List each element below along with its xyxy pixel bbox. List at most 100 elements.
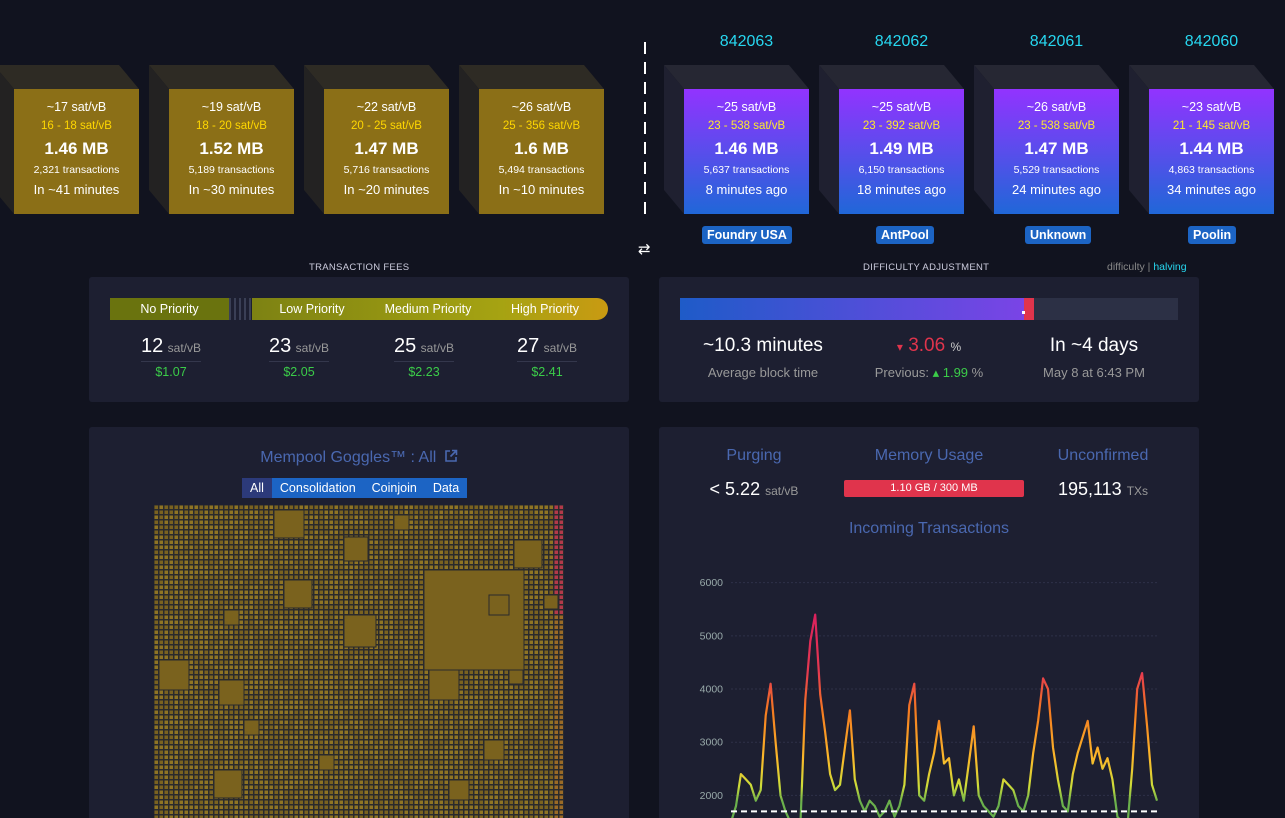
link-separator: | — [1147, 261, 1151, 273]
block-tx-count: 5,716 transactions — [343, 164, 430, 176]
difficulty-progress-marker — [1023, 298, 1034, 320]
difficulty-link[interactable]: difficulty — [1107, 261, 1145, 273]
block-fee-range: 21 - 145 sat/vB — [1172, 120, 1251, 132]
mining-pool-badge[interactable]: Poolin — [1188, 226, 1237, 244]
medium-priority-label: Medium Priority — [384, 302, 472, 316]
block-face: ~17 sat/vB 16 - 18 sat/vB 1.46 MB 2,321 tra… — [14, 89, 139, 214]
fee-high-priority: 27 sat/vB $2.41 — [492, 335, 602, 379]
block-median-fee: ~26 sat/vB — [511, 100, 572, 114]
halving-link[interactable]: halving — [1153, 261, 1187, 273]
block-height[interactable]: 842061 — [1029, 33, 1084, 50]
block-tx-count: 5,494 transactions — [498, 164, 585, 176]
block-3d-side — [0, 65, 139, 214]
block-size: 1.46 MB — [44, 139, 109, 158]
block-median-fee: ~25 sat/vB — [716, 100, 777, 114]
incoming-transactions-title: Incoming Transactions — [848, 520, 1010, 537]
block-fee-range: 23 - 538 sat/vB — [707, 120, 786, 132]
block-size: 1.44 MB — [1179, 139, 1244, 158]
tab-consolidation[interactable]: Consolidation — [279, 481, 356, 495]
no-priority-segment — [110, 298, 229, 320]
tab-data[interactable]: Data — [432, 481, 460, 495]
purging-label: Purging — [726, 447, 782, 464]
goggles-filter-tabs: All Consolidation Coinjoin Data — [242, 478, 468, 498]
block-age: 8 minutes ago — [705, 182, 788, 197]
block-age: 24 minutes ago — [1012, 182, 1101, 197]
transaction-fees-title: TRANSACTION FEES — [309, 262, 410, 273]
block-size: 1.46 MB — [714, 139, 779, 158]
block-face: ~23 sat/vB 21 - 145 sat/vB 1.44 MB 4,863 tr… — [1149, 89, 1274, 214]
unconfirmed-stat: Unconfirmed 195,113 TXs — [1018, 447, 1188, 500]
priority-segment — [252, 298, 608, 320]
y-tick-label: 3000 — [700, 737, 724, 749]
block-face: ~25 sat/vB 23 - 538 sat/vB 1.46 MB 5,637 tr… — [684, 89, 809, 214]
previous-label: Previous: — [874, 365, 929, 380]
block-tx-count: 5,529 transactions — [1013, 164, 1100, 176]
fee-rate: 27 — [516, 335, 540, 357]
block-3d-side — [819, 65, 964, 214]
fee-usd: $2.23 — [394, 361, 454, 379]
mined-block[interactable]: ~23 sat/vB 21 - 145 sat/vB 1.44 MB 4,863 tr… — [1129, 65, 1274, 215]
external-link-icon[interactable] — [444, 449, 458, 463]
purging-value: < 5.22 — [709, 479, 761, 499]
mining-pool-badge[interactable]: AntPool — [876, 226, 934, 244]
tab-all[interactable]: All — [242, 478, 272, 498]
tab-coinjoin[interactable]: Coinjoin — [371, 481, 417, 495]
block-height[interactable]: 842060 — [1184, 33, 1239, 50]
fee-medium-priority: 25 sat/vB $2.23 — [369, 335, 479, 379]
previous-unit: % — [971, 365, 984, 380]
difficulty-progress-fill — [680, 298, 1024, 320]
low-priority-label: Low Priority — [279, 302, 345, 316]
difficulty-adjustment-title: DIFFICULTY ADJUSTMENT — [863, 262, 990, 273]
eta-value: In ~4 days — [1049, 335, 1139, 356]
fee-usd: $2.05 — [269, 361, 329, 379]
block-tx-count: 5,637 transactions — [703, 164, 790, 176]
unconfirmed-value: 195,113 — [1057, 479, 1122, 499]
mempool-block[interactable]: ~22 sat/vB 20 - 25 sat/vB 1.47 MB 5,716 tra… — [304, 65, 449, 215]
y-tick-label: 2000 — [700, 790, 724, 802]
block-size: 1.52 MB — [199, 139, 264, 158]
swap-direction-icon[interactable]: ⇄ — [638, 241, 651, 258]
fee-unit: sat/vB — [543, 341, 578, 355]
block-size: 1.47 MB — [354, 139, 419, 158]
block-median-fee: ~22 sat/vB — [356, 100, 417, 114]
average-block-time: ~10.3 minutes Average block time — [678, 335, 848, 380]
mempool-goggles-visualization[interactable] — [154, 505, 564, 818]
incoming-series-line — [731, 613, 1159, 818]
block-face: ~22 sat/vB 20 - 25 sat/vB 1.47 MB 5,716 tra… — [324, 89, 449, 214]
unconfirmed-label: Unconfirmed — [1057, 447, 1149, 464]
incoming-transactions-chart[interactable]: 2000 3000 4000 5000 6000 — [679, 552, 1179, 818]
avg-time-value: ~10.3 minutes — [703, 335, 823, 356]
block-size: 1.6 MB — [514, 139, 569, 158]
mempool-block[interactable]: ~17 sat/vB 16 - 18 sat/vB 1.46 MB 2,321 tra… — [0, 65, 139, 215]
block-median-fee: ~25 sat/vB — [871, 100, 932, 114]
block-height[interactable]: 842062 — [874, 33, 929, 50]
purging-unit: sat/vB — [765, 484, 799, 498]
y-tick-label: 6000 — [700, 577, 724, 589]
mempool-block[interactable]: ~19 sat/vB 18 - 20 sat/vB 1.52 MB 5,189 tra… — [149, 65, 294, 215]
avg-time-label: Average block time — [707, 365, 819, 380]
fee-unit: sat/vB — [167, 341, 202, 355]
mined-block[interactable]: ~25 sat/vB 23 - 538 sat/vB 1.46 MB 5,637 tr… — [664, 65, 809, 215]
mempool-stats-panel: Purging < 5.22 sat/vB Memory Usage 1.10 … — [659, 427, 1199, 818]
block-age: 34 minutes ago — [1167, 182, 1256, 197]
block-median-fee: ~26 sat/vB — [1026, 100, 1087, 114]
change-down-icon: ▾ — [896, 340, 903, 354]
mempool-block[interactable]: ~26 sat/vB 25 - 356 sat/vB 1.6 MB 5,494 tra… — [459, 65, 604, 215]
block-fee-range: 23 - 538 sat/vB — [1017, 120, 1096, 132]
block-age: 18 minutes ago — [857, 182, 946, 197]
previous-up-icon: ▴ — [932, 365, 940, 380]
fee-usd: $1.07 — [141, 361, 201, 379]
fee-no-priority: 12 sat/vB $1.07 — [116, 335, 226, 379]
difficulty-panel: ~10.3 minutes Average block time ▾ 3.06 … — [659, 277, 1199, 402]
mined-block[interactable]: ~25 sat/vB 23 - 392 sat/vB 1.49 MB 6,150 tr… — [819, 65, 964, 215]
mining-pool-badge[interactable]: Unknown — [1025, 226, 1092, 244]
block-height[interactable]: 842063 — [719, 33, 774, 50]
mining-pool-badge[interactable]: Foundry USA — [702, 226, 792, 244]
mined-block[interactable]: ~26 sat/vB 23 - 538 sat/vB 1.47 MB 5,529 tr… — [974, 65, 1119, 215]
goggles-title[interactable]: Mempool Goggles™ : All — [89, 449, 629, 467]
block-face: ~26 sat/vB 25 - 356 sat/vB 1.6 MB 5,494 tra… — [479, 89, 604, 214]
fee-priority-bar: No Priority Low Priority Medium Priority… — [110, 298, 608, 320]
unconfirmed-unit: TXs — [1126, 484, 1149, 498]
block-tx-count: 6,150 transactions — [858, 164, 945, 176]
goggles-panel: Mempool Goggles™ : All All Consolidation… — [89, 427, 629, 818]
